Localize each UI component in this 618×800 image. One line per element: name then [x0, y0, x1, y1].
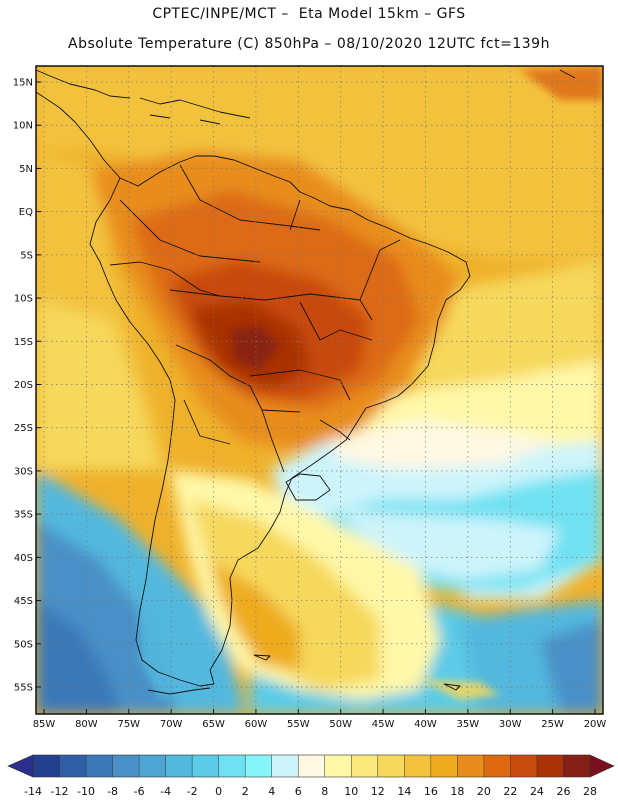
colorbar-swatch: [351, 755, 379, 777]
lon-label: 70W: [160, 719, 183, 730]
colorbar-label: 2: [242, 785, 249, 798]
colorbar-swatch: [192, 755, 219, 777]
lat-label: 5N: [19, 164, 33, 175]
title-line-1: CPTEC/INPE/MCT – Eta Model 15km – GFS: [152, 6, 466, 22]
lat-label: 55S: [14, 683, 33, 694]
lat-label: EQ: [19, 207, 33, 218]
axis-ticks: 15N 10N 5N EQ 5S 10S 15S 20S 25S 30S 35S 40S 45S 50S 5…: [13, 78, 607, 731]
colorbar-swatch: [112, 755, 140, 777]
colorbar-swatch: [271, 755, 299, 777]
colorbar-label: -8: [107, 785, 118, 798]
colorbar-swatch: [218, 755, 246, 777]
colorbar-swatch: [139, 755, 166, 777]
title-line-2: Absolute Temperature (C) 850hPa – 08/10/…: [68, 36, 550, 52]
colorbar-label: 0: [215, 785, 222, 798]
lon-label: 30W: [499, 719, 522, 730]
colorbar-label: -6: [134, 785, 145, 798]
colorbar-swatch: [298, 755, 326, 777]
lat-label: 15N: [13, 78, 33, 89]
lat-label: 15S: [14, 337, 33, 348]
colorbar-label: 12: [371, 785, 385, 798]
colorbar-label: 28: [583, 785, 597, 798]
colorbar-label: 10: [344, 785, 358, 798]
colorbar-label: -4: [160, 785, 171, 798]
colorbar-swatch: [483, 755, 511, 777]
lat-label: 25S: [14, 423, 33, 434]
lon-label: 50W: [329, 719, 352, 730]
lat-label: 10N: [13, 121, 33, 132]
colorbar-label: -10: [77, 785, 95, 798]
colorbar-swatch: [377, 755, 405, 777]
colorbar-swatch: [324, 755, 352, 777]
lon-label: 20W: [584, 719, 607, 730]
colorbar-swatch: [33, 755, 60, 777]
lon-label: 40W: [414, 719, 437, 730]
colorbar: -14 -12 -10 -8 -6 -4 -2 0 2 4 6 8 10 12 14 16 18 20 22 24 26…: [7, 754, 615, 798]
colorbar-swatch: [563, 755, 591, 777]
colorbar-swatch: [59, 755, 87, 777]
lat-label: 10S: [14, 294, 33, 305]
lon-label: 60W: [245, 719, 268, 730]
colorbar-swatch: [86, 755, 113, 777]
colorbar-label: 24: [530, 785, 544, 798]
lat-label: 45S: [14, 596, 33, 607]
colorbar-over-arrow: [589, 754, 615, 778]
colorbar-swatch: [510, 755, 538, 777]
lon-label: 55W: [287, 719, 310, 730]
colorbar-label: 14: [397, 785, 411, 798]
colorbar-swatch: [430, 755, 458, 777]
colorbar-label: -12: [51, 785, 69, 798]
colorbar-swatch: [165, 755, 193, 777]
lat-label: 20S: [14, 380, 33, 391]
lon-label: 25W: [541, 719, 564, 730]
lon-label: 80W: [75, 719, 98, 730]
colorbar-label: 4: [268, 785, 275, 798]
colorbar-label: -2: [187, 785, 198, 798]
coastlines: [36, 69, 576, 695]
colorbar-label: 18: [450, 785, 464, 798]
colorbar-label: -14: [24, 785, 42, 798]
colorbar-under-arrow: [7, 754, 34, 778]
colorbar-swatch: [404, 755, 432, 777]
colorbar-label: 20: [477, 785, 491, 798]
colorbar-swatch: [245, 755, 273, 777]
lat-label: 35S: [14, 510, 33, 521]
colorbar-swatch: [536, 755, 564, 777]
lat-label: 30S: [14, 466, 33, 477]
graticule: [36, 66, 603, 714]
lon-label: 35W: [457, 719, 480, 730]
colorbar-label: 6: [295, 785, 302, 798]
map-frame: [35, 65, 604, 715]
colorbar-label: 8: [321, 785, 328, 798]
lat-label: 50S: [14, 639, 33, 650]
lon-label: 65W: [202, 719, 225, 730]
lon-label: 45W: [372, 719, 395, 730]
lon-label: 85W: [33, 719, 56, 730]
colorbar-swatch: [457, 755, 485, 777]
lon-label: 75W: [117, 719, 140, 730]
lat-label: 5S: [20, 250, 33, 261]
colorbar-label: 16: [424, 785, 438, 798]
colorbar-label: 26: [556, 785, 570, 798]
lat-label: 40S: [14, 553, 33, 564]
temperature-field: [36, 66, 603, 714]
colorbar-label: 22: [503, 785, 517, 798]
